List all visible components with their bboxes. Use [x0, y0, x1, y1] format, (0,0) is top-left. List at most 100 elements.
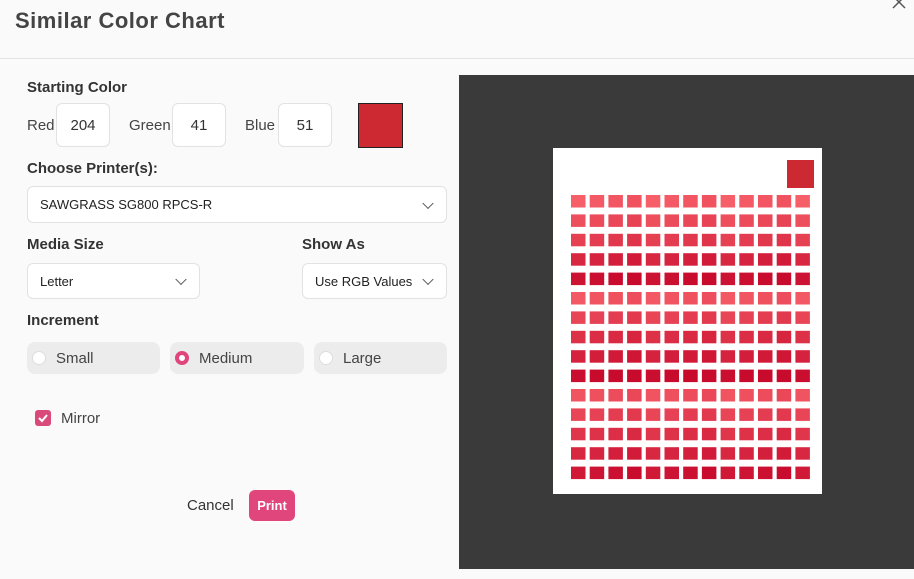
preview-swatch: [739, 447, 754, 460]
field-label: Blue: [245, 117, 276, 134]
preview-swatch: [664, 447, 679, 460]
show-as-select[interactable]: Use RGB Values: [302, 263, 447, 299]
number-input[interactable]: 41: [172, 103, 226, 147]
radio: [32, 351, 46, 365]
preview-swatch: [795, 389, 810, 402]
divider: [0, 58, 914, 59]
radio-option[interactable]: Medium: [170, 342, 304, 374]
preview-swatch: [664, 214, 679, 227]
checkbox[interactable]: [35, 410, 51, 426]
preview-swatch: [776, 253, 792, 266]
number-input[interactable]: 204: [56, 103, 110, 147]
preview-swatch: [720, 350, 736, 363]
number-input[interactable]: 51: [278, 103, 332, 147]
preview-swatch: [739, 214, 754, 227]
printer-select[interactable]: SAWGRASS SG800 RPCS-R: [27, 186, 447, 223]
preview-swatch: [795, 233, 810, 247]
field-label: Green: [129, 117, 171, 134]
radio-option[interactable]: Large: [314, 342, 447, 374]
preview-swatch: [795, 311, 810, 324]
preview-swatch: [683, 369, 698, 383]
preview-swatch: [683, 292, 698, 305]
preview-swatch: [664, 311, 679, 324]
preview-swatch: [701, 408, 717, 421]
preview-swatch: [683, 311, 698, 324]
preview-swatch: [758, 233, 773, 247]
preview-swatch: [608, 427, 623, 441]
select-value: Letter: [40, 273, 74, 289]
preview-swatch: [608, 447, 623, 460]
preview-swatch: [758, 447, 773, 460]
preview-swatch: [776, 369, 792, 383]
preview-swatch: [776, 272, 792, 286]
preview-swatch: [701, 233, 717, 247]
preview-swatch: [776, 447, 792, 460]
preview-swatch: [645, 369, 661, 383]
preview-swatch: [571, 389, 586, 402]
preview-swatch: [627, 408, 642, 421]
preview-swatch: [795, 447, 810, 460]
preview-swatch: [776, 311, 792, 324]
preview-swatch: [608, 389, 623, 402]
preview-swatch: [645, 466, 661, 480]
preview-swatch: [627, 369, 642, 383]
preview-swatch: [627, 427, 642, 441]
preview-swatch: [758, 427, 773, 441]
media-select[interactable]: Letter: [27, 263, 200, 299]
preview-swatch: [701, 369, 717, 383]
preview-swatch: [608, 253, 623, 266]
radio-option[interactable]: Small: [27, 342, 160, 374]
preview-swatch: [571, 253, 586, 266]
preview-swatch: [720, 427, 736, 441]
preview-swatch: [608, 195, 623, 208]
section-label: Increment: [27, 312, 99, 329]
preview-swatch: [701, 427, 717, 441]
preview-swatch: [720, 389, 736, 402]
preview-swatch: [627, 389, 642, 402]
preview-swatch: [664, 272, 679, 286]
preview-swatch: [645, 233, 661, 247]
preview-swatch: [720, 369, 736, 383]
preview-swatch: [589, 369, 605, 383]
preview-swatch: [589, 233, 605, 247]
section-label: Media Size: [27, 236, 104, 253]
check-mark: [38, 414, 48, 423]
preview-swatch: [627, 292, 642, 305]
preview-swatch: [645, 330, 661, 344]
close-button[interactable]: [891, 0, 907, 10]
preview-swatch: [795, 427, 810, 441]
preview-swatch: [776, 292, 792, 305]
preview-swatch: [739, 466, 754, 480]
preview-swatch: [664, 389, 679, 402]
cancel-button[interactable]: Cancel: [187, 497, 234, 514]
preview-swatch: [776, 427, 792, 441]
preview-swatch: [683, 195, 698, 208]
section-label: Starting Color: [27, 79, 127, 96]
preview-swatch: [664, 350, 679, 363]
preview-swatch: [720, 311, 736, 324]
preview-swatch: [571, 292, 586, 305]
checkbox-label: Mirror: [61, 410, 101, 427]
preview-swatch: [571, 272, 586, 286]
preview-swatch: [608, 272, 623, 286]
preview-swatch: [608, 233, 623, 247]
preview-swatch: [683, 253, 698, 266]
preview-swatch: [664, 427, 679, 441]
color-swatch: [358, 103, 403, 148]
preview-swatch: [683, 408, 698, 421]
preview-swatch: [571, 195, 586, 208]
preview-swatch: [589, 466, 605, 480]
preview-swatch: [701, 350, 717, 363]
print-button[interactable]: Print: [249, 490, 295, 521]
preview-swatch: [701, 447, 717, 460]
preview-swatch: [589, 214, 605, 227]
preview-swatch: [795, 272, 810, 286]
preview-swatch: [701, 389, 717, 402]
preview-swatch: [589, 292, 605, 305]
preview-swatch: [739, 389, 754, 402]
select-value: SAWGRASS SG800 RPCS-R: [40, 197, 213, 212]
preview-swatch: [683, 330, 698, 344]
preview-swatch: [758, 408, 773, 421]
preview-swatch: [608, 466, 623, 480]
preview-swatch: [720, 292, 736, 305]
